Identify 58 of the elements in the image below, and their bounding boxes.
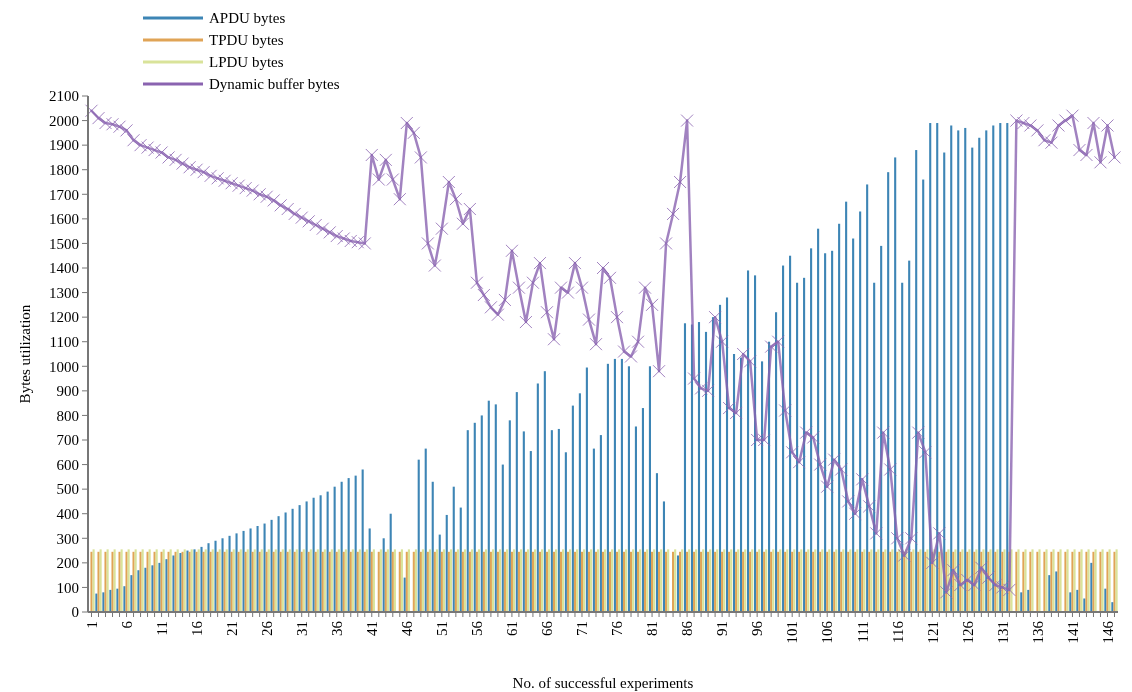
x-tick-label: 106	[819, 620, 836, 644]
x-tick-label: 31	[293, 621, 310, 636]
x-tick-label: 56	[469, 620, 486, 636]
x-tick-label: 126	[959, 620, 976, 644]
y-tick-label: 1100	[49, 333, 79, 350]
legend-label: TPDU bytes	[209, 32, 284, 49]
legend-label: LPDU bytes	[209, 54, 284, 71]
y-tick-label: 0	[71, 604, 79, 621]
x-tick-label: 116	[889, 620, 906, 643]
x-tick-label: 51	[434, 621, 451, 636]
y-tick-label: 1300	[49, 284, 79, 301]
x-tick-label: 71	[574, 621, 591, 636]
x-tick-label: 111	[854, 621, 871, 643]
x-tick-label: 11	[153, 621, 170, 636]
x-tick-label: 96	[749, 620, 766, 636]
x-tick-label: 61	[504, 621, 521, 636]
x-tick-label: 36	[328, 620, 345, 636]
x-tick-label: 86	[679, 620, 696, 636]
y-tick-label: 1200	[49, 309, 79, 326]
y-tick-label: 1600	[49, 211, 79, 228]
y-tick-label: 100	[56, 579, 79, 596]
x-tick-label: 76	[609, 620, 626, 636]
legend-label: Dynamic buffer bytes	[209, 76, 340, 93]
y-tick-label: 1400	[49, 260, 79, 277]
y-tick-label: 700	[56, 432, 79, 449]
y-tick-label: 200	[56, 555, 79, 572]
x-tick-label: 101	[784, 621, 801, 644]
y-tick-label: 900	[56, 383, 79, 400]
x-tick-label: 66	[539, 620, 556, 636]
x-tick-label: 121	[924, 621, 941, 644]
y-tick-label: 2100	[49, 88, 79, 105]
x-tick-label: 21	[223, 621, 240, 636]
y-tick-label: 800	[56, 407, 79, 424]
legend-label: APDU bytes	[209, 10, 286, 27]
y-tick-label: 1500	[49, 235, 79, 252]
y-tick-label: 1800	[49, 161, 79, 178]
x-axis-title: No. of successful experiments	[512, 675, 694, 691]
x-tick-label: 131	[994, 621, 1011, 644]
y-tick-label: 600	[56, 456, 79, 473]
y-tick-label: 1700	[49, 186, 79, 203]
x-tick-label: 41	[364, 621, 381, 636]
x-tick-label: 16	[188, 620, 205, 636]
x-tick-label: 1	[83, 621, 100, 629]
y-tick-label: 500	[56, 481, 79, 498]
y-tick-label: 400	[56, 505, 79, 522]
x-tick-label: 91	[714, 621, 731, 636]
y-tick-label: 1000	[49, 358, 79, 375]
y-tick-label: 2000	[49, 112, 79, 129]
x-tick-label: 146	[1099, 620, 1116, 644]
x-tick-label: 46	[399, 620, 416, 636]
y-tick-label: 1900	[49, 137, 79, 154]
x-tick-label: 6	[118, 620, 135, 629]
y-tick-label: 300	[56, 530, 79, 547]
x-tick-label: 81	[644, 621, 661, 636]
x-tick-label: 26	[258, 620, 275, 636]
x-tick-label: 141	[1064, 621, 1081, 644]
y-axis-title: Bytes utilization	[17, 304, 33, 404]
x-tick-label: 136	[1029, 620, 1046, 644]
